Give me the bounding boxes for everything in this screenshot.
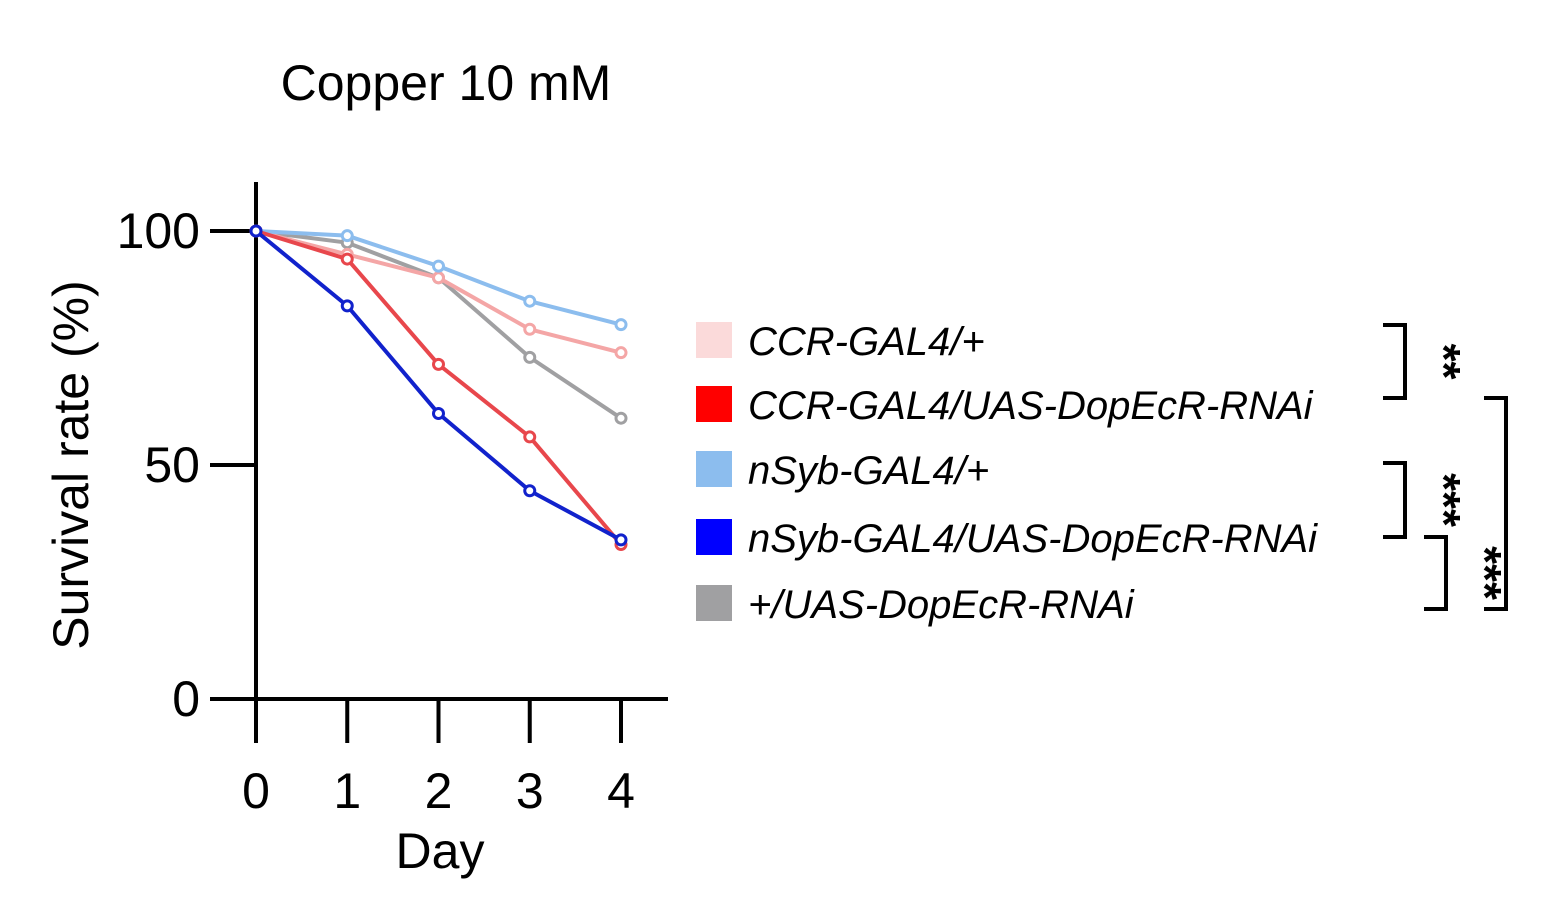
significance-bracket: ** — [1383, 323, 1470, 400]
legend-swatch — [696, 451, 732, 487]
data-point — [432, 259, 445, 273]
legend-item: +/UAS-DopEcR-RNAi — [696, 583, 1135, 627]
legend-swatch — [696, 585, 732, 621]
series-4 — [249, 224, 628, 547]
data-point — [614, 318, 628, 332]
data-point — [340, 252, 354, 266]
y-tick-label: 50 — [144, 437, 200, 493]
significance-label: *** — [1418, 473, 1470, 527]
significance-brackets: ********** — [1383, 323, 1541, 611]
x-axis-label: Day — [396, 823, 485, 879]
x-tick-label: 2 — [425, 763, 453, 819]
legend-swatch — [696, 519, 732, 555]
significance-label: ** — [1520, 486, 1541, 522]
plot-area — [249, 224, 628, 552]
significance-bracket: ** — [1484, 396, 1541, 611]
legend-label: nSyb-GAL4/+ — [748, 449, 989, 493]
series-line — [255, 229, 623, 420]
data-point — [340, 299, 354, 313]
bracket-line — [1424, 535, 1448, 611]
data-point — [340, 229, 354, 243]
data-point — [523, 484, 537, 498]
y-tick-label: 100 — [117, 203, 200, 259]
legend-label: +/UAS-DopEcR-RNAi — [748, 583, 1135, 627]
data-point — [523, 322, 537, 336]
legend-swatch — [696, 322, 732, 358]
data-point — [432, 271, 445, 285]
data-point — [523, 294, 537, 308]
y-tick-group: 0 50 100 — [117, 203, 256, 727]
bracket-line — [1383, 323, 1407, 400]
legend-label: CCR-GAL4/UAS-DopEcR-RNAi — [748, 384, 1314, 428]
y-tick-label: 0 — [172, 671, 200, 727]
y-axis-label: Survival rate (%) — [43, 280, 99, 650]
x-axis: 0 1 2 3 4 Day — [210, 697, 668, 879]
significance-bracket: *** — [1424, 535, 1511, 611]
chart-title: Copper 10 mM — [281, 55, 612, 111]
data-point — [523, 350, 537, 364]
legend: CCR-GAL4/+ CCR-GAL4/UAS-DopEcR-RNAi nSyb-G… — [696, 320, 1318, 627]
data-point — [523, 430, 537, 444]
x-tick-group: 0 1 2 3 4 — [242, 699, 635, 819]
significance-label: ** — [1418, 344, 1470, 380]
significance-label: *** — [1459, 546, 1511, 600]
legend-swatch — [696, 386, 732, 422]
legend-item: CCR-GAL4/+ — [696, 320, 985, 364]
significance-bracket: *** — [1383, 461, 1470, 539]
bracket-line — [1383, 461, 1407, 539]
x-tick-label: 3 — [516, 763, 544, 819]
legend-label: CCR-GAL4/+ — [748, 320, 985, 364]
series-5 — [249, 224, 628, 425]
legend-label: nSyb-GAL4/UAS-DopEcR-RNAi — [748, 517, 1318, 561]
data-point — [432, 357, 445, 371]
data-point — [614, 533, 628, 547]
bracket-line — [1484, 396, 1508, 611]
legend-item: CCR-GAL4/UAS-DopEcR-RNAi — [696, 384, 1314, 428]
x-tick-label: 4 — [607, 763, 635, 819]
data-point — [432, 407, 445, 421]
data-point — [614, 346, 628, 360]
x-tick-label: 0 — [242, 763, 270, 819]
legend-item: nSyb-GAL4/UAS-DopEcR-RNAi — [696, 517, 1318, 561]
data-point — [614, 411, 628, 425]
y-axis: 0 50 100 Survival rate (%) — [43, 182, 258, 727]
data-point — [249, 224, 263, 238]
legend-item: nSyb-GAL4/+ — [696, 449, 989, 493]
x-tick-label: 1 — [333, 763, 361, 819]
